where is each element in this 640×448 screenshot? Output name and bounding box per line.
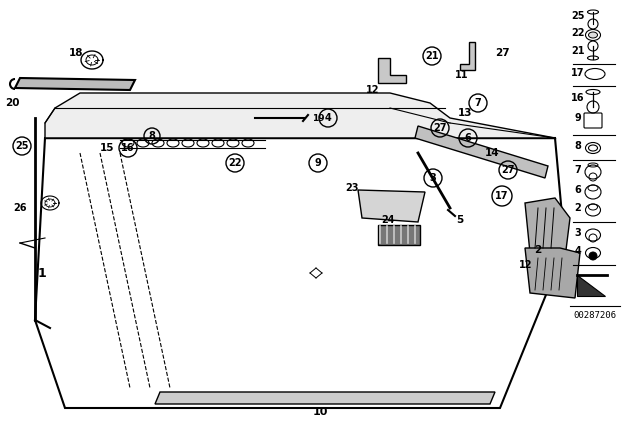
Text: 25: 25 xyxy=(572,11,585,21)
Text: 20: 20 xyxy=(4,98,19,108)
Text: 4: 4 xyxy=(324,113,332,123)
Text: 3: 3 xyxy=(429,173,436,183)
Text: 19: 19 xyxy=(312,113,324,122)
Text: 27: 27 xyxy=(501,165,515,175)
Text: 26: 26 xyxy=(13,203,27,213)
Text: 7: 7 xyxy=(575,165,581,175)
Text: 14: 14 xyxy=(484,148,499,158)
Text: 11: 11 xyxy=(455,70,468,80)
Text: 27: 27 xyxy=(433,123,447,133)
Text: 00287206: 00287206 xyxy=(573,310,616,319)
Text: 4: 4 xyxy=(575,246,581,256)
Text: 12: 12 xyxy=(519,260,532,270)
Polygon shape xyxy=(525,248,580,298)
Text: 1: 1 xyxy=(38,267,46,280)
Text: 21: 21 xyxy=(425,51,439,61)
Ellipse shape xyxy=(589,32,598,38)
Text: 5: 5 xyxy=(456,215,463,225)
Text: 9: 9 xyxy=(315,158,321,168)
Polygon shape xyxy=(415,126,548,178)
Text: 18: 18 xyxy=(68,48,83,58)
Text: 8: 8 xyxy=(148,131,156,141)
Text: 2: 2 xyxy=(534,245,541,255)
Text: 12: 12 xyxy=(366,85,380,95)
Text: 9: 9 xyxy=(575,113,581,123)
Text: 23: 23 xyxy=(345,183,359,193)
Polygon shape xyxy=(378,58,406,83)
Text: 7: 7 xyxy=(475,98,481,108)
Text: 22: 22 xyxy=(228,158,242,168)
Text: 13: 13 xyxy=(458,108,472,118)
Polygon shape xyxy=(155,392,495,404)
Text: 2: 2 xyxy=(575,203,581,213)
Polygon shape xyxy=(577,275,605,296)
Text: 25: 25 xyxy=(15,141,29,151)
Polygon shape xyxy=(460,42,475,70)
Text: 8: 8 xyxy=(575,141,581,151)
Polygon shape xyxy=(15,78,135,90)
Polygon shape xyxy=(525,198,570,258)
Bar xyxy=(378,225,420,245)
Text: 21: 21 xyxy=(572,46,585,56)
Text: 16: 16 xyxy=(121,143,135,153)
Text: 6: 6 xyxy=(575,185,581,195)
Text: 17: 17 xyxy=(495,191,509,201)
Text: 24: 24 xyxy=(381,215,395,225)
Text: 10: 10 xyxy=(312,407,328,417)
Text: 22: 22 xyxy=(572,28,585,38)
Circle shape xyxy=(589,252,597,260)
Polygon shape xyxy=(45,93,555,138)
Text: 17: 17 xyxy=(572,68,585,78)
Text: 6: 6 xyxy=(465,133,472,143)
Text: 3: 3 xyxy=(575,228,581,238)
Text: 16: 16 xyxy=(572,93,585,103)
Text: 15: 15 xyxy=(100,143,115,153)
Text: 27: 27 xyxy=(495,48,509,58)
Polygon shape xyxy=(358,190,425,222)
